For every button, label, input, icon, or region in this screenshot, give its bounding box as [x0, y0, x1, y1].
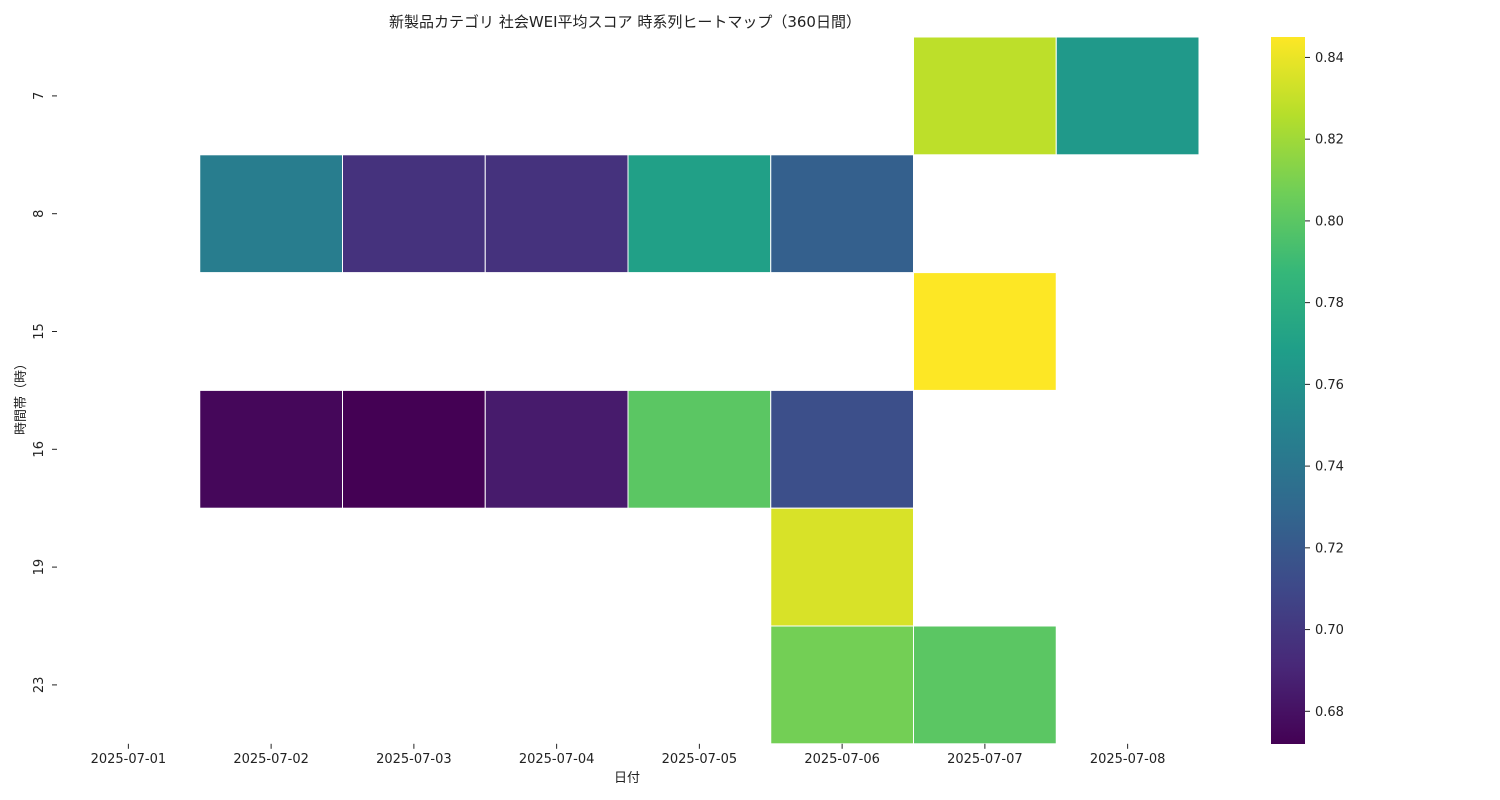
x-tick-label: 2025-07-02	[233, 752, 309, 767]
y-axis-ticks: 7 8 15 16 19 23	[32, 92, 57, 693]
heatmap-cell	[627, 389, 772, 509]
x-tick-label: 2025-07-06	[804, 752, 880, 767]
colorbar-tick-label: 0.76	[1315, 378, 1344, 393]
colorbar-ticks: 0.68 0.70 0.72 0.74 0.76 0.78 0.80 0.82 0.84	[1305, 51, 1344, 720]
heatmap-cell	[770, 154, 914, 274]
heatmap-cell	[770, 389, 914, 509]
heatmap-cell	[913, 36, 1057, 156]
colorbar-tick-label: 0.84	[1315, 51, 1344, 66]
heatmap-cell	[913, 272, 1057, 391]
heatmap-cell	[1055, 36, 1200, 156]
x-axis-label: 日付	[614, 771, 640, 786]
heatmap-cell	[484, 154, 629, 274]
x-tick-label: 2025-07-05	[662, 752, 738, 767]
x-tick-label: 2025-07-03	[376, 752, 452, 767]
colorbar-tick-label: 0.68	[1315, 705, 1344, 720]
x-tick-label: 2025-07-08	[1090, 752, 1166, 767]
colorbar-tick-label: 0.74	[1315, 460, 1344, 475]
colorbar-tick-label: 0.72	[1315, 541, 1344, 556]
heatmap-cell	[770, 625, 914, 745]
colorbar-tick-label: 0.82	[1315, 133, 1344, 148]
x-axis-ticks: 2025-07-01 2025-07-02 2025-07-03 2025-07-04…	[91, 743, 1166, 767]
colorbar-tick-label: 0.78	[1315, 296, 1344, 311]
y-axis-label: 時間帯（時）	[14, 357, 29, 435]
heatmap-cell	[770, 507, 914, 627]
heatmap-cell	[342, 154, 486, 274]
heatmap-cell	[342, 389, 486, 509]
x-tick-label: 2025-07-07	[947, 752, 1023, 767]
chart-title: 新製品カテゴリ 社会WEI平均スコア 時系列ヒートマップ（360日間）	[389, 13, 861, 31]
y-tick-label: 16	[32, 441, 47, 458]
y-tick-label: 15	[32, 323, 47, 340]
heatmap-cell	[199, 389, 343, 509]
heatmap-cell	[627, 154, 772, 274]
colorbar	[1271, 37, 1305, 744]
x-tick-label: 2025-07-04	[519, 752, 595, 767]
heatmap-cell	[484, 389, 629, 509]
heatmap-cell	[913, 625, 1057, 745]
y-tick-label: 19	[32, 559, 47, 576]
colorbar-tick-label: 0.70	[1315, 623, 1344, 638]
y-tick-label: 8	[32, 210, 47, 218]
heatmap-cell	[199, 154, 343, 274]
y-tick-label: 7	[32, 92, 47, 100]
colorbar-tick-label: 0.80	[1315, 214, 1344, 229]
x-tick-label: 2025-07-01	[91, 752, 167, 767]
y-tick-label: 23	[32, 677, 47, 694]
heatmap-cells	[199, 36, 1200, 745]
